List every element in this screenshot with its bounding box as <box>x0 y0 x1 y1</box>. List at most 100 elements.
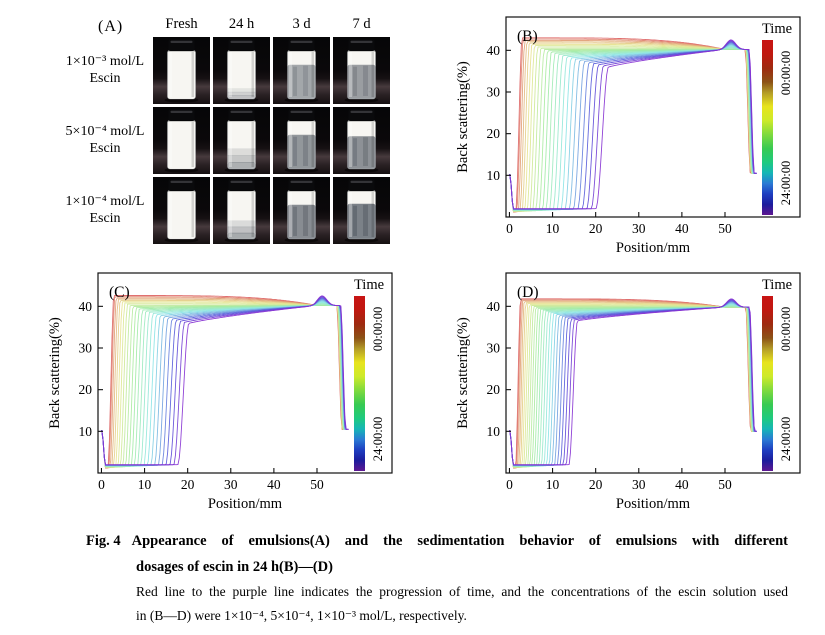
y-tick-label: 40 <box>487 299 501 314</box>
panel-a-label: (A) <box>98 18 124 35</box>
time-colorbar-title: Time <box>762 277 792 293</box>
vial-illustration <box>284 179 319 243</box>
vial-illustration <box>344 39 379 103</box>
x-tick-label: 10 <box>546 221 560 236</box>
panel-letter: (D) <box>517 284 539 301</box>
curve-lines <box>509 298 757 469</box>
scan-curve <box>509 43 756 210</box>
vial-photo <box>153 177 210 244</box>
x-tick-label: 30 <box>632 477 646 492</box>
column-header-24h: 24 h <box>228 16 255 32</box>
plot-frame <box>97 272 393 474</box>
vial-photo <box>273 177 330 244</box>
time-start-label: 00:00:00 <box>779 51 793 95</box>
vial-illustration <box>224 109 259 173</box>
vial-illustration <box>344 179 379 243</box>
scan-curve <box>509 49 755 212</box>
vial-illustration <box>164 39 199 103</box>
x-tick-label: 30 <box>632 221 646 236</box>
panel-letter: (C) <box>109 284 130 301</box>
x-tick-label: 40 <box>675 221 689 236</box>
time-start-label: 00:00:00 <box>779 307 793 351</box>
vial-illustration <box>224 39 259 103</box>
plot-frame <box>505 16 801 218</box>
scan-curve <box>509 49 755 212</box>
scan-curve <box>101 304 347 467</box>
curve-lines <box>509 37 757 213</box>
x-tick-label: 50 <box>310 477 324 492</box>
scan-curve <box>509 45 755 212</box>
scan-curve <box>509 298 753 469</box>
time-colorbar <box>762 296 773 471</box>
x-tick-label: 50 <box>718 221 732 236</box>
scan-curve <box>509 44 756 211</box>
x-axis-label: Position/mm <box>616 240 691 256</box>
concentration-text: 5×10⁻⁴ mol/L <box>65 124 145 139</box>
scan-curve <box>509 43 756 210</box>
concentration-text: 1×10⁻⁴ mol/L <box>65 194 145 209</box>
vial-illustration <box>224 179 259 243</box>
caption-note-line1: Red line to the purple line indicates th… <box>136 584 788 599</box>
vial-photo <box>273 37 330 104</box>
scan-curve <box>509 306 755 468</box>
caption-note-line2: in (B—D) were 1×10⁻⁴, 5×10⁻⁴, 1×10⁻³ mol… <box>136 607 467 623</box>
y-tick-label: 40 <box>79 299 93 314</box>
substance-text: Escin <box>89 211 121 227</box>
time-colorbar <box>354 296 365 471</box>
vial-photo <box>333 37 390 104</box>
curve-lines <box>101 295 349 469</box>
x-tick-label: 10 <box>138 477 152 492</box>
chart-svg: 0 10 20 30 40 50 10 20 30 40 Position/mm Back scatt… <box>455 16 801 256</box>
caption-title-line2: dosages of escin in 24 h(B)—(D) <box>136 559 333 575</box>
vial-photo <box>153 107 210 174</box>
scan-curve <box>509 304 756 467</box>
vial-photo <box>273 107 330 174</box>
scan-curve <box>509 47 755 212</box>
substance-text: Escin <box>89 141 121 157</box>
panel-a: (A) Fresh 24 h 3 d 7 d 1×10⁻³ mol/L Esci… <box>28 10 404 256</box>
x-tick-label: 10 <box>546 477 560 492</box>
figure-number: Fig. 4 <box>86 533 121 549</box>
y-tick-label: 20 <box>487 382 501 397</box>
y-tick-label: 30 <box>79 341 93 356</box>
vial-illustration <box>284 109 319 173</box>
vial-illustration <box>164 179 199 243</box>
y-tick-label: 10 <box>487 424 501 439</box>
chart-panel-D: 0 10 20 30 40 50 10 20 30 40 Position/mm Back scatt… <box>450 263 824 515</box>
time-start-label: 00:00:00 <box>371 307 385 351</box>
scan-curve <box>509 298 757 466</box>
x-tick-label: 0 <box>506 477 513 492</box>
vial-photo <box>213 177 270 244</box>
time-colorbar-title: Time <box>354 277 384 293</box>
scan-curve <box>509 300 755 469</box>
panel-letter: (B) <box>517 28 538 45</box>
time-colorbar-title: Time <box>762 21 792 37</box>
figure-caption: Fig. 4 Appearance of emulsions(A) and th… <box>86 528 788 627</box>
plot-frame <box>505 272 801 474</box>
x-axis-label: Position/mm <box>208 496 283 512</box>
scan-curve <box>509 303 755 468</box>
y-axis-label: Back scattering(%) <box>455 317 471 429</box>
concentration-text: 1×10⁻³ mol/L <box>65 54 145 69</box>
scan-curve <box>509 48 755 211</box>
vial-photo <box>153 37 210 104</box>
x-tick-label: 20 <box>181 477 195 492</box>
time-end-label: 24:00:00 <box>779 161 793 205</box>
row-label-conc-1e-4: 1×10⁻⁴ mol/L Escin <box>52 193 158 227</box>
time-colorbar <box>762 40 773 215</box>
chart-svg: 0 10 20 30 40 50 10 20 30 40 Position/mm Back scatt… <box>455 272 801 512</box>
vial-illustration <box>164 109 199 173</box>
scan-curve <box>509 39 757 210</box>
chart-svg: 0 10 20 30 40 50 10 20 30 40 Position/mm Back scatt… <box>47 272 393 512</box>
scan-curve <box>509 45 756 211</box>
vial-illustration <box>344 109 379 173</box>
y-axis-label: Back scattering(%) <box>47 317 63 429</box>
y-tick-label: 20 <box>487 126 501 141</box>
vial-photo <box>213 107 270 174</box>
column-header-3d: 3 d <box>292 16 311 32</box>
x-tick-label: 0 <box>98 477 105 492</box>
scan-curve <box>509 46 755 212</box>
y-tick-label: 10 <box>487 168 501 183</box>
column-header-7d: 7 d <box>352 16 371 32</box>
